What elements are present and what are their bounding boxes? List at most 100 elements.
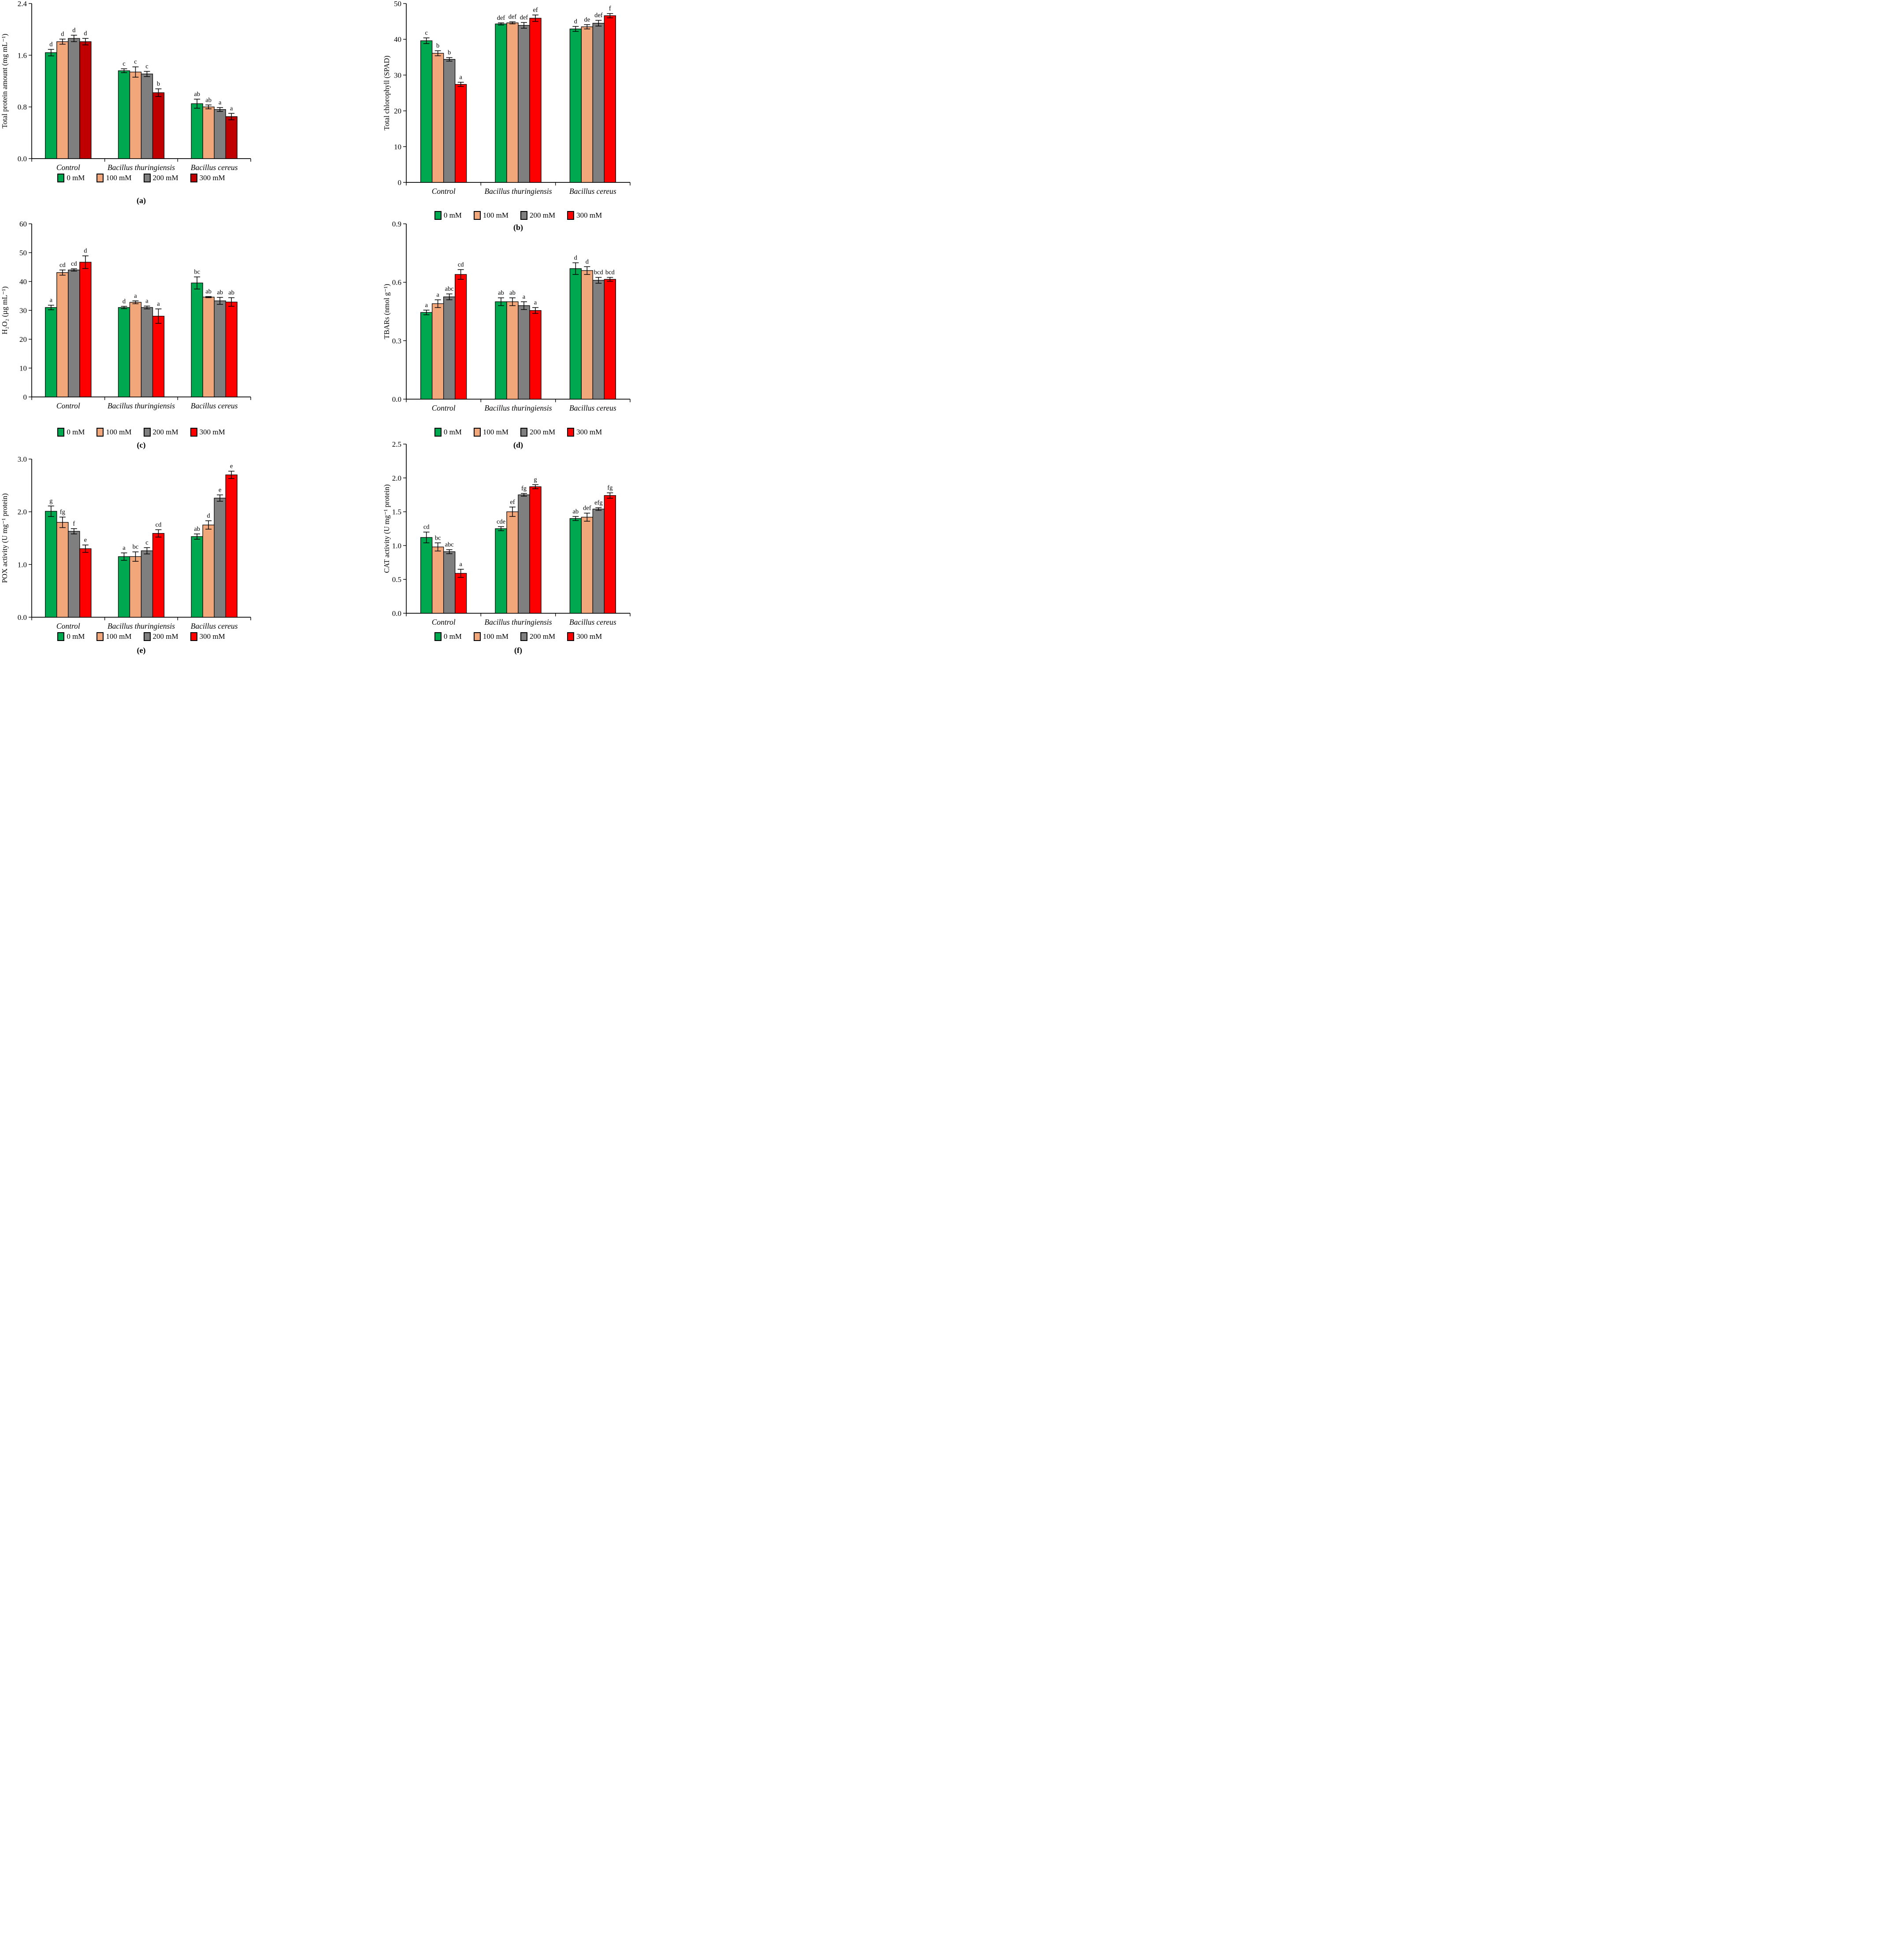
significance-letter: ab [217,289,223,296]
bar [581,270,593,400]
legend-label: 300 mM [576,428,602,436]
x-category-label: Bacillus thuringiensis [484,618,552,626]
chart-c-legend: 0 mM 100 mM 200 mM 300 mM [32,427,251,437]
legend-item-100-mM: 100 mM [96,173,132,183]
significance-letter: bc [194,269,200,276]
y-tick-label: 20 [394,107,401,115]
significance-letter: c [122,60,125,67]
legend-label: 200 mM [530,428,556,436]
y-tick-label: 2.5 [392,440,401,448]
bar [214,109,226,159]
legend-label: 100 mM [482,428,508,436]
chart-a-total-protein: 0.0 0.8 1.6 2.4 Total protein amount (mg mL⁻… [0,0,326,205]
y-tick-label: 50 [19,249,27,257]
bar [604,15,616,183]
significance-letter: bcd [594,269,604,276]
x-category-label: Bacillus cereus [569,618,616,626]
chart-e-svg: 0.0 1.0 2.0 3.0 POX activity (U mg⁻¹ protein… [0,455,251,630]
significance-letter: fg [607,485,612,492]
significance-letter: ab [205,96,212,104]
y-tick-label: 0.3 [392,337,401,345]
bar [529,310,542,400]
legend-label: 100 mM [106,428,132,436]
x-category-label: Control [432,187,456,196]
significance-letter: a [523,293,526,300]
significance-letter: abc [445,285,454,293]
significance-letter: bc [435,534,441,541]
bar [495,301,507,400]
bar [191,103,203,159]
bar [569,268,582,400]
bar [506,301,519,400]
bar [506,511,519,614]
legend-label: 100 mM [482,632,508,641]
significance-letter: ab [509,289,516,296]
significance-letter: b [448,49,451,56]
bar [129,556,142,618]
x-category-label: Bacillus cereus [569,404,616,412]
bar [56,41,69,159]
significance-letter: cd [59,262,66,269]
chart-a-caption: (a) [137,196,146,205]
legend-swatch-icon [190,632,197,641]
bar [68,270,80,397]
chart-c-caption: (c) [137,441,146,449]
bar [141,307,153,397]
bar [45,307,57,397]
legend-item-300-mM: 300 mM [567,632,602,641]
significance-letter: ab [194,91,200,98]
y-axis-title: CAT activity (U mg⁻¹ protein) [382,484,391,573]
bar [432,53,444,183]
legend-item-200-mM: 200 mM [520,211,555,220]
legend-label: 300 mM [199,632,225,641]
legend-swatch-icon [143,632,151,641]
legend-label: 200 mM [152,174,178,182]
legend-item-0-mM: 0 mM [434,427,462,437]
legend-item-300-mM: 300 mM [567,427,602,437]
legend-swatch-icon [434,632,442,641]
bar [225,301,238,397]
y-tick-label: 0.9 [392,220,401,228]
bar [432,546,444,614]
bar [592,23,605,183]
y-tick-label: 1.5 [392,508,401,516]
bar [604,279,616,400]
y-tick-label: 40 [19,278,27,286]
y-axis-title: Total chlorophyll (SPAD) [382,56,391,130]
bar [202,107,215,159]
significance-letter: a [425,302,428,309]
legend-label: 200 mM [530,211,556,219]
significance-letter: cd [458,261,464,268]
legend-label: 0 mM [67,632,85,641]
significance-letter: def [508,13,517,20]
bar [56,522,69,618]
bar [225,474,238,618]
legend-label: 0 mM [67,174,85,182]
legend-item-200-mM: 200 mM [143,427,178,437]
legend-label: 100 mM [106,174,132,182]
bar [214,497,226,618]
significance-letter: cd [71,260,77,267]
bar [152,315,165,397]
significance-letter: g [534,476,537,483]
legend-swatch-icon [96,174,104,182]
significance-letter: e [219,486,221,493]
x-category-label: Control [56,622,80,630]
chart-f-plot-area: 0.0 0.5 1.0 1.5 2.0 2.5 CAT activity (U mg⁻¹ p… [382,440,635,628]
legend-swatch-icon [567,632,575,641]
significance-letter: abc [445,541,454,548]
y-axis-title: TBARs (nmol g⁻¹) [382,284,391,339]
legend-label: 0 mM [443,211,462,219]
chart-e-legend: 0 mM 100 mM 200 mM 300 mM [32,632,251,641]
significance-letter: def [497,15,505,22]
legend-swatch-icon [143,174,151,182]
legend-swatch-icon [57,428,65,437]
legend-item-100-mM: 100 mM [96,632,132,641]
y-tick-label: 20 [19,335,27,344]
legend-item-300-mM: 300 mM [190,632,225,641]
chart-d-caption: (d) [513,441,523,449]
legend-label: 100 mM [482,211,508,219]
bar [592,280,605,400]
chart-a-plot-area: 0.0 0.8 1.6 2.4 Total protein amount (mg mL⁻… [0,0,326,173]
legend-label: 200 mM [152,632,178,641]
